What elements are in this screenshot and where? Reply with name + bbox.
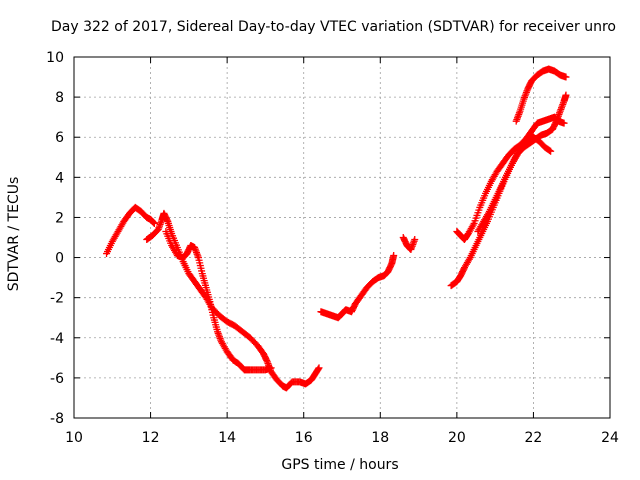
data-point — [547, 147, 555, 155]
axes — [73, 56, 611, 419]
series-track-b — [143, 209, 323, 392]
x-tick-label: 16 — [295, 430, 313, 446]
grid-lines — [74, 57, 610, 418]
y-tick-label: -6 — [50, 371, 64, 387]
y-tick-label: -2 — [50, 291, 64, 307]
chart-title: Day 322 of 2017, Sidereal Day-to-day VTE… — [51, 19, 616, 35]
data-point — [411, 236, 419, 244]
y-tick-label: -4 — [50, 331, 64, 347]
data-point — [390, 252, 398, 260]
data-point — [484, 209, 492, 217]
series-track-g — [453, 113, 568, 244]
data-point — [465, 255, 473, 263]
data-point — [562, 73, 570, 81]
plot-border — [73, 56, 611, 419]
data-point — [267, 364, 275, 372]
x-tick-label: 20 — [448, 430, 466, 446]
series-track-h — [474, 91, 570, 235]
series-track-f — [447, 133, 555, 290]
y-axis-label: SDTVAR / TECUs — [6, 176, 22, 292]
data-point — [562, 91, 570, 99]
data-points — [103, 65, 570, 392]
y-tick-label: 2 — [55, 210, 64, 226]
series-track-e — [399, 234, 419, 254]
x-tick-label: 14 — [218, 430, 236, 446]
x-tick-label: 12 — [142, 430, 160, 446]
series-track-c — [162, 227, 275, 374]
y-tick-label: 4 — [55, 170, 64, 186]
data-point — [315, 364, 323, 372]
y-tick-label: 8 — [55, 90, 64, 106]
x-tick-label: 18 — [371, 430, 389, 446]
data-point — [546, 147, 554, 155]
data-point — [560, 119, 568, 127]
y-tick-label: 6 — [55, 130, 64, 146]
x-tick-label: 22 — [525, 430, 543, 446]
x-axis-label: GPS time / hours — [281, 457, 399, 473]
x-tick-label: 24 — [601, 430, 619, 446]
series-track-i — [512, 65, 570, 125]
y-tick-label: -8 — [50, 411, 64, 427]
y-tick-label: 10 — [46, 50, 64, 66]
series-track-d — [317, 252, 398, 322]
data-point — [150, 219, 158, 227]
series-track-a — [103, 203, 158, 258]
y-tick-label: 0 — [55, 251, 64, 267]
data-point — [469, 221, 477, 229]
x-tick-label: 10 — [65, 430, 83, 446]
